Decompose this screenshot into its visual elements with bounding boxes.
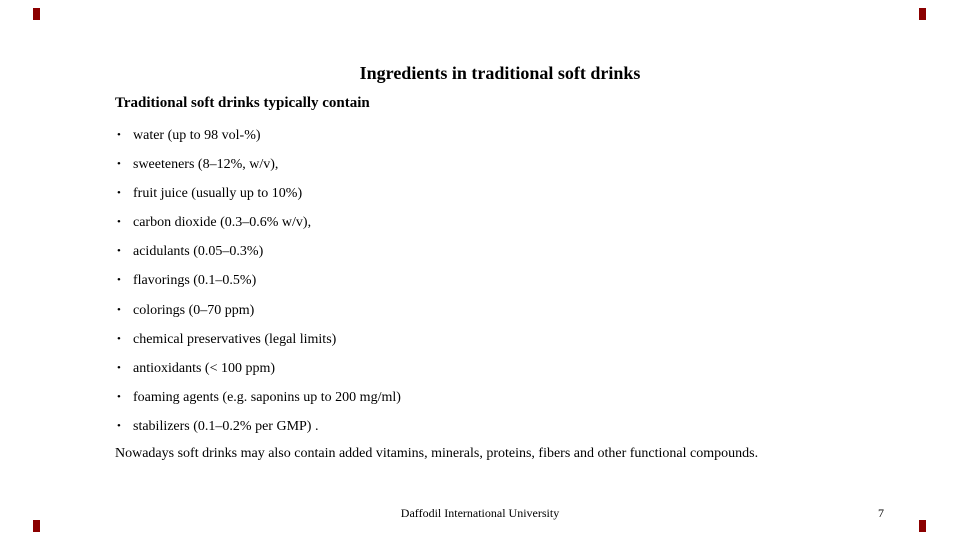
bullet-icon: •	[117, 187, 121, 200]
bullet-item: • sweeteners (8–12%, w/v),	[117, 150, 401, 179]
footer-institution: Daffodil International University	[400, 506, 560, 520]
corner-mark-top-right	[919, 8, 926, 20]
corner-mark-bottom-left	[33, 520, 40, 532]
bullet-icon: •	[117, 390, 121, 403]
bullet-item: • carbon dioxide (0.3–0.6% w/v),	[117, 208, 401, 237]
bullet-item: • colorings (0–70 ppm)	[117, 296, 401, 325]
bullet-text: stabilizers (0.1–0.2% per GMP) .	[133, 418, 319, 434]
bullet-text: flavorings (0.1–0.5%)	[133, 273, 257, 289]
slide-subtitle: Traditional soft drinks typically contai…	[115, 95, 370, 111]
closing-paragraph: Nowadays soft drinks may also contain ad…	[115, 446, 759, 461]
corner-mark-top-left	[33, 8, 40, 20]
bullet-item: • antioxidants (< 100 ppm)	[117, 354, 401, 383]
bullet-item: • flavorings (0.1–0.5%)	[117, 266, 401, 295]
bullet-text: colorings (0–70 ppm)	[133, 302, 255, 318]
bullet-icon: •	[117, 332, 121, 345]
bullet-text: carbon dioxide (0.3–0.6% w/v),	[133, 215, 312, 231]
bullet-text: water (up to 98 vol-%)	[133, 128, 261, 143]
bullet-icon: •	[117, 216, 121, 229]
bullet-text: antioxidants (< 100 ppm)	[133, 360, 276, 376]
bullet-item: • foaming agents (e.g. saponins up to 200…	[117, 383, 401, 412]
bullet-text: fruit juice (usually up to 10%)	[133, 186, 303, 202]
bullet-text: acidulants (0.05–0.3%)	[133, 244, 264, 260]
slide-title: Ingredients in traditional soft drinks	[359, 63, 641, 83]
bullet-text: chemical preservatives (legal limits)	[133, 331, 337, 347]
bullet-icon: •	[117, 274, 121, 287]
bullet-icon: •	[117, 419, 121, 432]
bullet-item: • acidulants (0.05–0.3%)	[117, 237, 401, 266]
bullet-icon: •	[117, 361, 121, 374]
bullet-item: • fruit juice (usually up to 10%)	[117, 179, 401, 208]
bullet-item: • stabilizers (0.1–0.2% per GMP) .	[117, 412, 401, 441]
page-number: 7	[878, 506, 884, 520]
bullet-icon: •	[117, 303, 121, 316]
bullet-icon: •	[117, 158, 121, 171]
bullet-icon: •	[117, 129, 121, 141]
ingredient-bullet-list: • water (up to 98 vol-%) • sweeteners (8–1…	[117, 121, 401, 441]
bullet-text: sweeteners (8–12%, w/v),	[133, 157, 279, 173]
bullet-icon: •	[117, 245, 121, 258]
bullet-text: foaming agents (e.g. saponins up to 200 …	[133, 389, 401, 405]
corner-mark-bottom-right	[919, 520, 926, 532]
bullet-item: • water (up to 98 vol-%)	[117, 121, 401, 150]
bullet-item: • chemical preservatives (legal limits)	[117, 325, 401, 354]
